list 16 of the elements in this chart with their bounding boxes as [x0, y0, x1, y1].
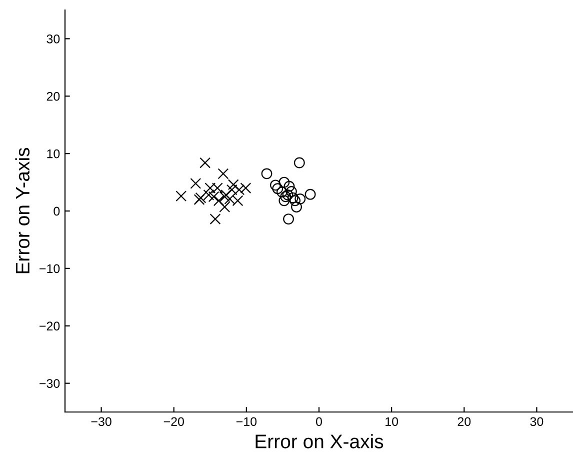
x-tick-label: −20 — [164, 417, 184, 426]
y-axis-title: Error on Y-axis — [15, 148, 30, 274]
x-tick-label: −10 — [236, 417, 257, 426]
y-tick-label: 20 — [46, 92, 60, 101]
x-tick-label: 10 — [386, 417, 398, 426]
y-tick-label: −20 — [40, 322, 60, 331]
x-tick-label: −30 — [91, 417, 112, 426]
y-tick-label: 0 — [54, 206, 60, 216]
x-tick-label: 0 — [316, 417, 322, 426]
x-tick-label: 30 — [530, 417, 544, 426]
y-tick-label: −10 — [40, 264, 60, 274]
y-tick-label: 30 — [46, 34, 60, 44]
y-tick-label: 10 — [47, 149, 60, 158]
x-tick-label: 20 — [458, 417, 471, 426]
x-axis-title: Error on X-axis — [256, 434, 384, 448]
y-tick-label: −30 — [40, 379, 60, 388]
